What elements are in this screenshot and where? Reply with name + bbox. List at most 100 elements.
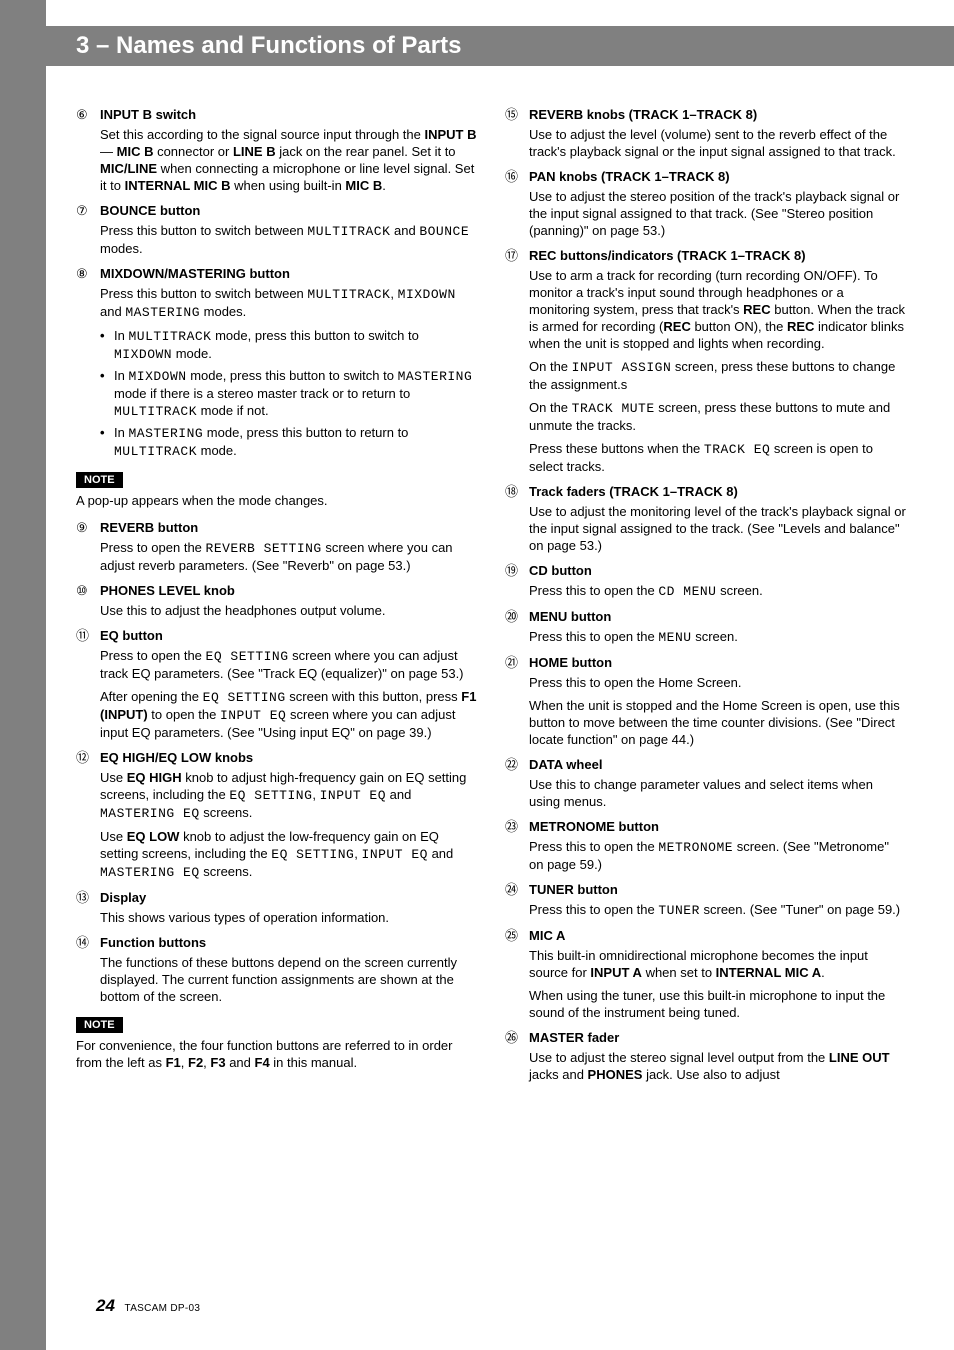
item-number: ㉖ <box>505 1029 523 1047</box>
item-body: Press to open the EQ SETTING screen wher… <box>100 647 477 741</box>
item-title: MASTER fader <box>529 1029 619 1047</box>
item-number: ㉓ <box>505 818 523 836</box>
item-title: EQ button <box>100 627 163 645</box>
list-item: ⑳ MENU button Press this to open the MENU … <box>505 608 906 646</box>
item-title: HOME button <box>529 654 612 672</box>
item-title: CD button <box>529 562 592 580</box>
item-body: Use to adjust the stereo position of the… <box>529 188 906 239</box>
list-item: ⑯ PAN knobs (TRACK 1–TRACK 8) Use to adjus… <box>505 168 906 239</box>
item-body: The functions of these buttons depend on… <box>100 954 477 1005</box>
item-paragraph: The functions of these buttons depend on… <box>100 954 477 1005</box>
item-paragraph: Use to adjust the stereo position of the… <box>529 188 906 239</box>
item-body: Press this to open the CD MENU screen. <box>529 582 906 600</box>
item-number: ㉔ <box>505 881 523 899</box>
item-number: ⑦ <box>76 202 94 220</box>
list-item: ⑥ INPUT B switch Set this according to the… <box>76 106 477 194</box>
item-title: TUNER button <box>529 881 618 899</box>
list-item: ⑪EQ buttonPress to open the EQ SETTING s… <box>76 627 477 741</box>
item-paragraph: On the TRACK MUTE screen, press these bu… <box>529 399 906 434</box>
content-area: ⑥ INPUT B switch Set this according to the… <box>76 106 906 1091</box>
list-item: ㉔ TUNER button Press this to open the TUNE… <box>505 881 906 919</box>
item-body: Press to open the REVERB SETTING screen … <box>100 539 477 574</box>
item-body: This shows various types of operation in… <box>100 909 477 926</box>
list-item: ⑬DisplayThis shows various types of oper… <box>76 889 477 926</box>
item-title: REC buttons/indicators (TRACK 1–TRACK 8) <box>529 247 806 265</box>
item-number: ⑩ <box>76 582 94 600</box>
note-text: A pop-up appears when the mode changes. <box>76 492 477 509</box>
item-title: MIC A <box>529 927 565 945</box>
item-paragraph: On the INPUT ASSIGN screen, press these … <box>529 358 906 393</box>
list-item: ㉖ MASTER fader Use to adjust the stereo si… <box>505 1029 906 1083</box>
item-body: This built-in omnidirectional microphone… <box>529 947 906 1021</box>
item-paragraph: When the unit is stopped and the Home Sc… <box>529 697 906 748</box>
item-body: Press this to open the TUNER screen. (Se… <box>529 901 906 919</box>
item-paragraph: Use EQ LOW knob to adjust the low-freque… <box>100 828 477 881</box>
model-label: TASCAM DP-03 <box>125 1303 201 1314</box>
sidebar-strip <box>0 0 46 1350</box>
bullet-item: In MULTITRACK mode, press this button to… <box>100 327 477 363</box>
item-title: MIXDOWN/MASTERING button <box>100 265 290 283</box>
item-body: Use to adjust the monitoring level of th… <box>529 503 906 554</box>
list-item: ⑭ Function buttons The functions of these … <box>76 934 477 1005</box>
item-number: ⑫ <box>76 749 94 767</box>
item-title: REVERB button <box>100 519 198 537</box>
item-title: MENU button <box>529 608 611 626</box>
item-title: DATA wheel <box>529 756 602 774</box>
item-paragraph: Press to open the REVERB SETTING screen … <box>100 539 477 574</box>
item-number: ⑲ <box>505 562 523 580</box>
item-number: ⑥ <box>76 106 94 124</box>
item-body: Press this to open the METRONOME screen.… <box>529 838 906 873</box>
item-number: ⑭ <box>76 934 94 952</box>
right-column: ⑮REVERB knobs (TRACK 1–TRACK 8)Use to ad… <box>505 106 906 1091</box>
item-title: PHONES LEVEL knob <box>100 582 235 600</box>
note-label: NOTE <box>76 472 123 488</box>
list-item: ㉓ METRONOME button Press this to open the … <box>505 818 906 873</box>
list-item: ⑱Track faders (TRACK 1–TRACK 8)Use to ad… <box>505 483 906 554</box>
item-body: Use to adjust the level (volume) sent to… <box>529 126 906 160</box>
item-title: INPUT B switch <box>100 106 196 124</box>
item-title: PAN knobs (TRACK 1–TRACK 8) <box>529 168 730 186</box>
item-number: ⑯ <box>505 168 523 186</box>
item-paragraph: Press to open the EQ SETTING screen wher… <box>100 647 477 682</box>
item-body: Press this button to switch between MULT… <box>100 222 477 257</box>
note-block: NOTE A pop-up appears when the mode chang… <box>76 468 477 509</box>
item-paragraph: Use to adjust the stereo signal level ou… <box>529 1049 906 1083</box>
list-item: ⑫ EQ HIGH/EQ LOW knobs Use EQ HIGH knob to… <box>76 749 477 881</box>
footer: 24 TASCAM DP-03 <box>96 1296 200 1316</box>
item-number: ⑬ <box>76 889 94 907</box>
item-body: Press this to open the MENU screen. <box>529 628 906 646</box>
item-paragraph: Use this to change parameter values and … <box>529 776 906 810</box>
item-body: Use this to adjust the headphones output… <box>100 602 477 619</box>
note-text: For convenience, the four function butto… <box>76 1037 477 1071</box>
item-paragraph: This built-in omnidirectional microphone… <box>529 947 906 981</box>
item-body: Use this to change parameter values and … <box>529 776 906 810</box>
item-title: METRONOME button <box>529 818 659 836</box>
list-item: ㉕MIC AThis built-in omnidirectional micr… <box>505 927 906 1021</box>
item-title: EQ HIGH/EQ LOW knobs <box>100 749 253 767</box>
list-item: ⑩ PHONES LEVEL knob Use this to adjust the… <box>76 582 477 619</box>
item-body: Use to arm a track for recording (turn r… <box>529 267 906 475</box>
item-number: ⑧ <box>76 265 94 283</box>
item-paragraph: Use to adjust the level (volume) sent to… <box>529 126 906 160</box>
item-body: Set this according to the signal source … <box>100 126 477 194</box>
page-title: 3 – Names and Functions of Parts <box>76 32 461 60</box>
item-paragraph: When using the tuner, use this built-in … <box>529 987 906 1021</box>
item-paragraph: Press this button to switch between MULT… <box>100 285 477 321</box>
item-paragraph: Press this to open the METRONOME screen.… <box>529 838 906 873</box>
header-band: 3 – Names and Functions of Parts <box>0 26 954 66</box>
item-title: Function buttons <box>100 934 206 952</box>
item-paragraph: This shows various types of operation in… <box>100 909 477 926</box>
item-number: ⑱ <box>505 483 523 501</box>
item-body: Use to adjust the stereo signal level ou… <box>529 1049 906 1083</box>
list-item: ⑲ CD button Press this to open the CD MENU… <box>505 562 906 600</box>
bullet-item: In MASTERING mode, press this button to … <box>100 424 477 460</box>
list-item: ⑰REC buttons/indicators (TRACK 1–TRACK 8… <box>505 247 906 475</box>
list-item: ⑨REVERB buttonPress to open the REVERB S… <box>76 519 477 574</box>
list-item: ⑧ MIXDOWN/MASTERING button Press this butt… <box>76 265 477 460</box>
bullet-item: In MIXDOWN mode, press this button to sw… <box>100 367 477 420</box>
item-paragraph: Use EQ HIGH knob to adjust high-frequenc… <box>100 769 477 822</box>
item-paragraph: Press this to open the CD MENU screen. <box>529 582 906 600</box>
item-number: ⑳ <box>505 608 523 626</box>
item-paragraph: Set this according to the signal source … <box>100 126 477 194</box>
item-paragraph: Use to arm a track for recording (turn r… <box>529 267 906 352</box>
